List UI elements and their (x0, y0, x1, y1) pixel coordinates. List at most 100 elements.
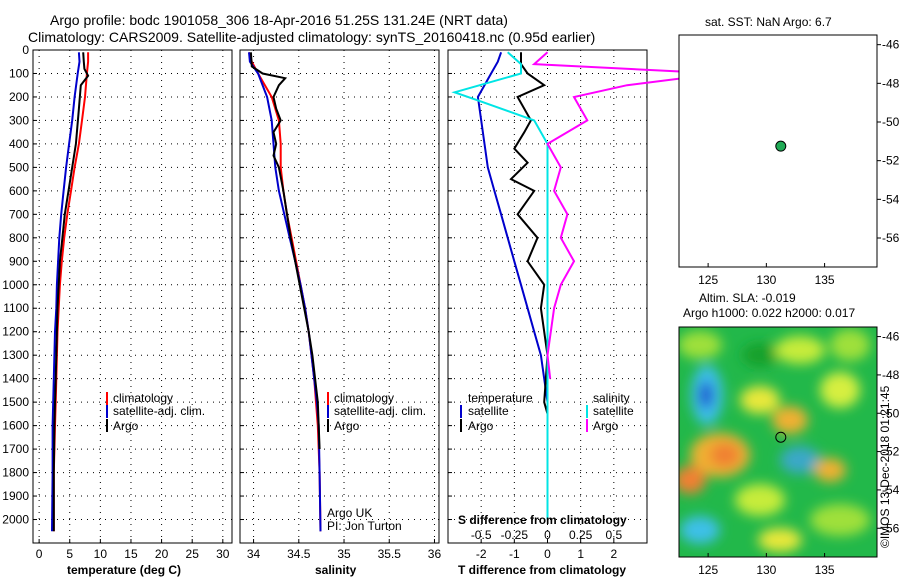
x-tick-label: 30 (216, 547, 230, 561)
x-tick-label: 130 (756, 563, 776, 577)
x-tick-label: 0 (544, 547, 551, 561)
y-tick-label: 0 (22, 43, 29, 57)
y-tick-label: -50 (882, 406, 900, 420)
legend-label-satellite: satellite-adj. clim. (113, 404, 205, 418)
secondary-x-tick-label: 0 (544, 528, 551, 542)
y-tick-label: -56 (882, 231, 900, 245)
altimetry-map-ticks: 125 130 135 -46 -48 -50 -52 -54 -56 (698, 330, 900, 577)
x-tick-label: 5 (66, 547, 73, 561)
salinity-ticks: 34 34.5 35 35.5 36 (240, 49, 442, 561)
figure-subtitle: Climatology: CARS2009. Satellite-adjuste… (28, 29, 595, 45)
x-tick-label: 135 (815, 273, 835, 287)
y-tick-label: 600 (9, 184, 29, 198)
y-tick-label: 1700 (2, 442, 29, 456)
imos-credit: ©IMOS 13-Dec-2018 01:21:45 (878, 385, 892, 548)
x-tick-label: 20 (155, 547, 169, 561)
difference-ticks: -2 -1 0 1 2 (448, 49, 617, 561)
y-tick-label: -50 (882, 115, 900, 129)
sst-map-ticks: 125 130 135 -46 -48 -50 -52 -54 -56 (698, 38, 900, 287)
y-tick-label: 500 (9, 160, 29, 174)
x-tick-label: 34 (247, 547, 261, 561)
salinity-legend: climatology satellite-adj. clim. Argo (327, 391, 426, 433)
x-tick-label: -1 (509, 547, 520, 561)
y-tick-label: 1900 (2, 489, 29, 503)
series-line-salinity-satellite (451, 51, 549, 520)
altimetry-map-subtitle: Argo h1000: 0.022 h2000: 0.017 (683, 306, 855, 320)
difference-legend: temperature satellite Argo salinity sate… (460, 391, 634, 433)
salinity-series (248, 52, 322, 532)
secondary-x-tick-label: -0.25 (501, 528, 529, 542)
altimetry-map-marker (775, 431, 787, 443)
sst-map-frame (678, 34, 878, 268)
legend-label-climatology: climatology (334, 391, 394, 405)
legend-label-argo: Argo (334, 419, 360, 433)
y-tick-label: 1100 (3, 301, 29, 315)
temperature-x-label: temperature (deg C) (67, 563, 181, 577)
x-tick-label: 34.5 (287, 547, 311, 561)
y-tick-label: -52 (882, 445, 900, 459)
y-tick-label: 1300 (2, 348, 29, 362)
temperature-axes-frame (32, 49, 233, 544)
y-tick-label: 1600 (2, 419, 29, 433)
y-tick-label: 1800 (2, 466, 29, 480)
legend-label-argo: Argo (113, 419, 139, 433)
secondary-x-tick-label: -0.5 (471, 528, 492, 542)
salinity-annotation-argo-uk: Argo UK (327, 506, 372, 520)
legend-group-salinity: salinity (593, 391, 630, 405)
x-tick-label: 125 (698, 563, 718, 577)
series-line-argo (249, 52, 321, 450)
temperature-ticks: 0100200300400500600700800900100011001200… (2, 43, 230, 561)
difference-secondary-ticks: -0.5 -0.25 0 0.25 0.5 (471, 528, 623, 542)
y-tick-label: -46 (882, 330, 900, 344)
legend-label-climatology: climatology (113, 391, 173, 405)
y-tick-label: -46 (882, 38, 900, 52)
salinity-annotation-pi: PI: Jon Turton (327, 519, 402, 533)
sst-map-panel: sat. SST: NaN Argo: 6.7 125 130 135 -46 -48 -… (678, 15, 900, 287)
x-tick-label: 135 (815, 563, 835, 577)
x-tick-label: 36 (428, 547, 442, 561)
altimetry-map-title: Altim. SLA: -0.019 (699, 291, 796, 305)
figure-title: Argo profile: bodc 1901058_306 18-Apr-20… (50, 12, 508, 28)
y-tick-label: -48 (882, 76, 900, 90)
temperature-panel: 0100200300400500600700800900100011001200… (2, 43, 233, 577)
altimetry-map-panel: Altim. SLA: -0.019 Argo h1000: 0.022 h20… (678, 291, 900, 577)
sst-map-title: sat. SST: NaN Argo: 6.7 (705, 15, 832, 29)
y-tick-label: 1000 (2, 278, 29, 292)
y-tick-label: 1200 (2, 325, 29, 339)
y-tick-label: 200 (9, 90, 29, 104)
y-tick-label: -54 (882, 192, 900, 206)
series-line-temperature-satellite (476, 51, 549, 520)
x-tick-label: 130 (756, 273, 776, 287)
x-tick-label: 1 (577, 547, 584, 561)
x-tick-label: 10 (94, 547, 108, 561)
x-tick-label: 15 (124, 547, 138, 561)
x-tick-label: 25 (186, 547, 200, 561)
y-tick-label: 1400 (2, 372, 29, 386)
y-tick-label: 1500 (2, 395, 29, 409)
series-line-argo (52, 52, 90, 532)
x-tick-label: -2 (476, 547, 487, 561)
difference-panel: -2 -1 0 1 2 T difference from climatology S … (447, 49, 721, 577)
x-tick-label: 2 (610, 547, 617, 561)
sst-map-points (775, 140, 787, 152)
x-tick-label: 35.5 (378, 547, 402, 561)
legend-group-temperature: temperature (468, 391, 533, 405)
salinity-grid (240, 49, 439, 543)
temperature-legend: climatology satellite-adj. clim. Argo (106, 391, 205, 433)
x-tick-label: 125 (698, 273, 718, 287)
legend-label-satellite: satellite-adj. clim. (334, 404, 426, 418)
salinity-axes-frame (239, 49, 440, 544)
argo-location-marker (775, 431, 787, 443)
temperature-grid (33, 49, 232, 543)
y-tick-label: 2000 (2, 513, 29, 527)
series-line-temperature-argo (509, 52, 549, 438)
legend-label-sal-argo: Argo (593, 419, 619, 433)
legend-label-temp-satellite: satellite (468, 404, 509, 418)
salinity-panel: 34 34.5 35 35.5 36 salinity climatology sate… (239, 49, 442, 577)
y-tick-label: 900 (9, 254, 29, 268)
y-tick-label: -54 (882, 483, 900, 497)
secondary-x-tick-label: 0.5 (605, 528, 622, 542)
altimetry-map-frame (678, 326, 878, 558)
y-tick-label: 800 (9, 231, 29, 245)
